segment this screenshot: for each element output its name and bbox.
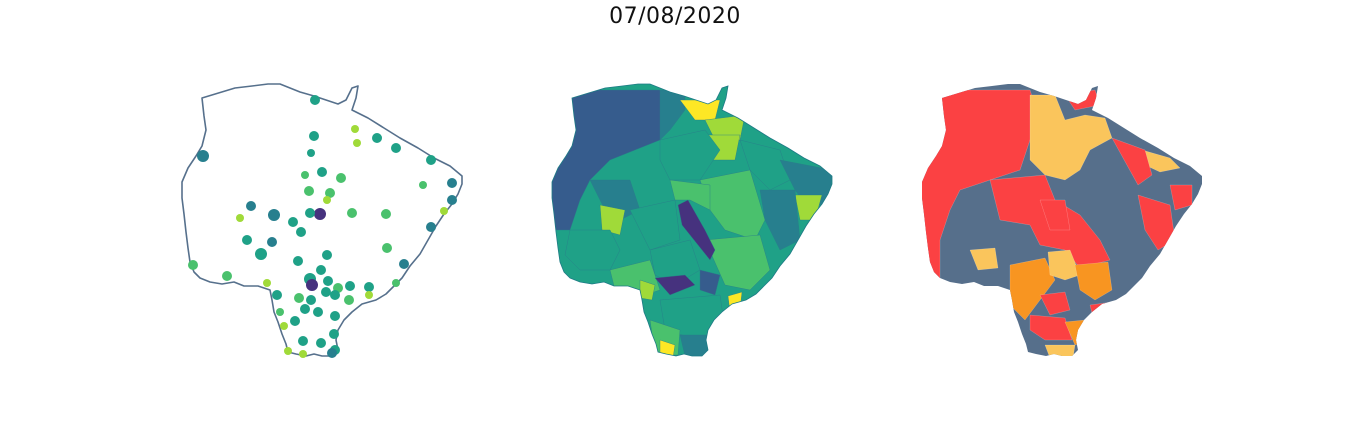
municipality-point bbox=[246, 201, 256, 211]
point-map-panel bbox=[181, 83, 463, 358]
municipality-region bbox=[654, 274, 696, 296]
municipality-point bbox=[345, 281, 355, 291]
municipality-point bbox=[392, 279, 400, 287]
municipality-point bbox=[309, 131, 319, 141]
classified-region bbox=[1029, 314, 1073, 341]
municipality-region bbox=[759, 189, 801, 251]
municipality-point bbox=[329, 329, 339, 339]
municipality-point bbox=[353, 139, 361, 147]
state-outline bbox=[181, 83, 463, 357]
municipality-point bbox=[344, 295, 354, 305]
municipality-point bbox=[197, 150, 209, 162]
classified-region bbox=[1029, 94, 1113, 181]
municipality-point bbox=[284, 347, 292, 355]
municipality-point bbox=[272, 290, 282, 300]
municipality-point bbox=[300, 304, 310, 314]
classified-choropleth-panel bbox=[922, 84, 1202, 356]
municipality-point bbox=[399, 259, 409, 269]
municipality-point bbox=[316, 265, 326, 275]
municipality-point bbox=[322, 250, 332, 260]
municipality-point bbox=[372, 133, 382, 143]
municipality-point bbox=[447, 195, 457, 205]
municipality-point bbox=[188, 260, 198, 270]
municipality-point bbox=[351, 125, 359, 133]
municipality-region bbox=[679, 334, 711, 356]
municipality-region bbox=[699, 269, 721, 296]
municipality-point bbox=[426, 222, 436, 232]
municipality-point bbox=[313, 307, 323, 317]
municipality-point bbox=[323, 196, 331, 204]
classified-region bbox=[1074, 261, 1113, 301]
classified-region bbox=[1047, 249, 1081, 281]
municipality-point bbox=[365, 291, 373, 299]
municipality-point bbox=[288, 217, 298, 227]
municipality-region bbox=[629, 199, 681, 251]
municipality-point bbox=[336, 173, 346, 183]
municipality-point bbox=[330, 311, 340, 321]
continuous-choropleth-panel bbox=[551, 83, 833, 357]
municipality-point bbox=[440, 207, 448, 215]
classified-region bbox=[1044, 344, 1076, 356]
classified-region bbox=[1039, 199, 1071, 231]
municipality-point bbox=[298, 336, 308, 346]
classified-region bbox=[1039, 291, 1071, 316]
municipality-point bbox=[364, 282, 374, 292]
municipality-region bbox=[589, 179, 641, 221]
municipality-point bbox=[294, 293, 304, 303]
municipality-point bbox=[419, 181, 427, 189]
municipality-region bbox=[599, 204, 626, 236]
municipality-region bbox=[677, 199, 716, 261]
municipality-point bbox=[263, 279, 271, 287]
municipality-point bbox=[381, 209, 391, 219]
municipality-point bbox=[426, 155, 436, 165]
municipality-region bbox=[704, 234, 771, 291]
municipality-point bbox=[242, 235, 252, 245]
municipality-point bbox=[317, 167, 327, 177]
municipality-point bbox=[316, 338, 326, 348]
municipality-point bbox=[301, 171, 309, 179]
municipality-point bbox=[347, 208, 357, 218]
municipality-point bbox=[330, 290, 340, 300]
municipality-point bbox=[280, 322, 288, 330]
municipality-point bbox=[447, 178, 457, 188]
municipality-region bbox=[669, 179, 711, 211]
classified-region bbox=[1089, 301, 1116, 326]
municipality-point bbox=[307, 149, 315, 157]
municipality-region bbox=[794, 194, 823, 221]
municipality-point bbox=[299, 350, 307, 358]
municipality-point bbox=[306, 279, 318, 291]
municipality-point bbox=[276, 308, 284, 316]
municipality-point bbox=[305, 208, 315, 218]
classified-region bbox=[969, 247, 999, 271]
municipality-point bbox=[293, 256, 303, 266]
municipality-point bbox=[314, 208, 326, 220]
municipality-point bbox=[325, 188, 335, 198]
classified-region bbox=[1111, 137, 1153, 186]
municipality-point bbox=[321, 287, 331, 297]
municipality-point bbox=[304, 186, 314, 196]
municipality-point bbox=[391, 143, 401, 153]
figure-title: 07/08/2020 bbox=[609, 4, 741, 29]
municipality-point bbox=[323, 276, 333, 286]
municipality-point bbox=[310, 95, 320, 105]
municipality-region bbox=[739, 139, 791, 191]
municipality-point bbox=[327, 348, 337, 358]
municipality-point bbox=[222, 271, 232, 281]
municipality-point bbox=[236, 214, 244, 222]
municipality-point bbox=[290, 316, 300, 326]
municipality-point bbox=[255, 248, 267, 260]
municipality-point bbox=[296, 227, 306, 237]
municipality-point bbox=[268, 209, 280, 221]
municipality-point bbox=[382, 243, 392, 253]
municipality-point bbox=[267, 237, 277, 247]
municipality-point bbox=[306, 295, 316, 305]
